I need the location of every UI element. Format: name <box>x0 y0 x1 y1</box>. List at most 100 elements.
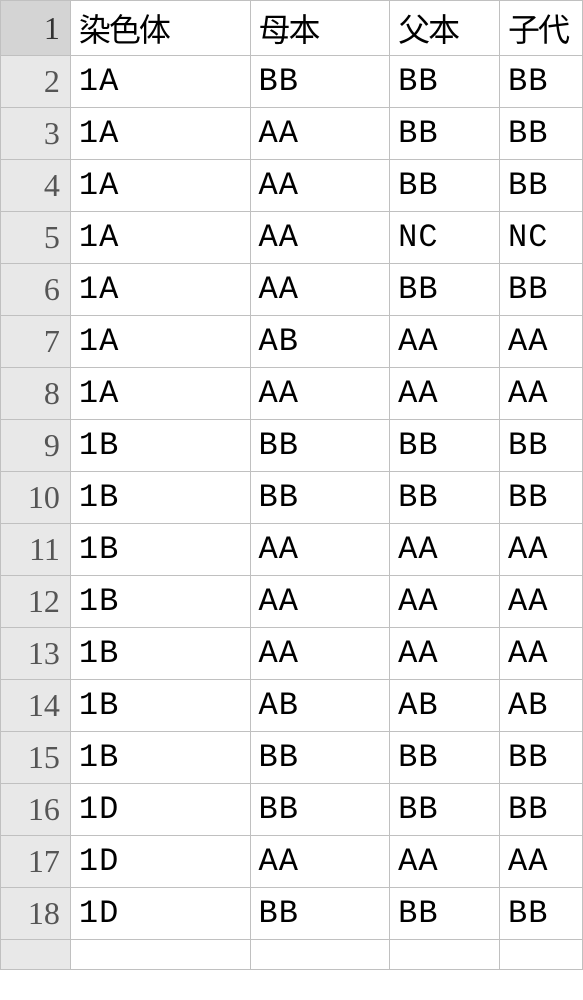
row-number-header[interactable]: 2 <box>1 56 71 108</box>
cell-chromosome[interactable]: 1A <box>70 56 250 108</box>
table-row[interactable]: 111BAAAAAA <box>1 524 583 576</box>
cell-mother[interactable]: BB <box>250 732 390 784</box>
row-number-header[interactable]: 8 <box>1 368 71 420</box>
row-number-header[interactable]: 15 <box>1 732 71 784</box>
cell-offspring[interactable]: BB <box>500 888 583 940</box>
table-row[interactable]: 51AAANCNC <box>1 212 583 264</box>
table-row[interactable]: 91BBBBBBB <box>1 420 583 472</box>
row-number-header[interactable]: 1 <box>1 1 71 56</box>
row-number-header[interactable]: 13 <box>1 628 71 680</box>
row-number-header[interactable]: 17 <box>1 836 71 888</box>
cell-offspring[interactable]: BB <box>500 160 583 212</box>
cell-chromosome[interactable]: 1B <box>70 732 250 784</box>
cell-chromosome[interactable]: 1B <box>70 472 250 524</box>
cell-father[interactable]: AA <box>390 368 500 420</box>
cell-father[interactable]: AA <box>390 524 500 576</box>
cell-father[interactable]: AA <box>390 576 500 628</box>
cell-offspring[interactable]: BB <box>500 784 583 836</box>
cell-chromosome[interactable]: 1B <box>70 628 250 680</box>
cell-mother[interactable]: AA <box>250 368 390 420</box>
cell-partial[interactable] <box>500 940 583 970</box>
row-number-header[interactable] <box>1 940 71 970</box>
row-number-header[interactable]: 18 <box>1 888 71 940</box>
cell-mother[interactable]: AA <box>250 576 390 628</box>
cell-offspring[interactable]: AA <box>500 628 583 680</box>
table-row[interactable]: 21ABBBBBB <box>1 56 583 108</box>
table-row[interactable]: 31AAABBBB <box>1 108 583 160</box>
cell-mother[interactable]: AB <box>250 680 390 732</box>
cell-father[interactable]: AA <box>390 316 500 368</box>
cell-mother[interactable]: BB <box>250 420 390 472</box>
cell-father[interactable]: BB <box>390 420 500 472</box>
row-number-header[interactable]: 9 <box>1 420 71 472</box>
cell-chromosome[interactable]: 1A <box>70 108 250 160</box>
row-number-header[interactable]: 10 <box>1 472 71 524</box>
cell-father[interactable]: AA <box>390 836 500 888</box>
cell-mother[interactable]: AA <box>250 836 390 888</box>
table-row[interactable]: 81AAAAAAA <box>1 368 583 420</box>
table-row[interactable]: 131BAAAAAA <box>1 628 583 680</box>
cell-father[interactable]: BB <box>390 56 500 108</box>
cell-mother[interactable]: AA <box>250 264 390 316</box>
cell-partial[interactable] <box>390 940 500 970</box>
cell-father[interactable]: BB <box>390 784 500 836</box>
cell-chromosome[interactable]: 1B <box>70 420 250 472</box>
spreadsheet-grid[interactable]: 1染色体母本父本子代21ABBBBBB31AAABBBB41AAABBBB51A… <box>0 0 583 970</box>
row-number-header[interactable]: 5 <box>1 212 71 264</box>
cell-chromosome[interactable]: 1B <box>70 524 250 576</box>
table-row[interactable]: 151BBBBBBB <box>1 732 583 784</box>
cell-father[interactable]: 父本 <box>390 1 500 56</box>
row-number-header[interactable]: 14 <box>1 680 71 732</box>
cell-offspring[interactable]: AB <box>500 680 583 732</box>
cell-mother[interactable]: AA <box>250 160 390 212</box>
cell-chromosome[interactable]: 染色体 <box>70 1 250 56</box>
cell-offspring[interactable]: BB <box>500 472 583 524</box>
table-row[interactable]: 171DAAAAAA <box>1 836 583 888</box>
cell-chromosome[interactable]: 1A <box>70 160 250 212</box>
cell-offspring[interactable]: AA <box>500 576 583 628</box>
table-row[interactable]: 1染色体母本父本子代 <box>1 1 583 56</box>
cell-mother[interactable]: BB <box>250 784 390 836</box>
cell-offspring[interactable]: AA <box>500 368 583 420</box>
row-number-header[interactable]: 3 <box>1 108 71 160</box>
row-number-header[interactable]: 11 <box>1 524 71 576</box>
cell-chromosome[interactable]: 1A <box>70 316 250 368</box>
cell-mother[interactable]: AA <box>250 524 390 576</box>
cell-father[interactable]: BB <box>390 472 500 524</box>
cell-chromosome[interactable]: 1A <box>70 264 250 316</box>
cell-mother[interactable]: AA <box>250 108 390 160</box>
cell-partial[interactable] <box>250 940 390 970</box>
cell-father[interactable]: NC <box>390 212 500 264</box>
cell-father[interactable]: AB <box>390 680 500 732</box>
table-row[interactable]: 121BAAAAAA <box>1 576 583 628</box>
cell-chromosome[interactable]: 1D <box>70 836 250 888</box>
cell-mother[interactable]: BB <box>250 888 390 940</box>
cell-offspring[interactable]: BB <box>500 732 583 784</box>
cell-father[interactable]: AA <box>390 628 500 680</box>
cell-father[interactable]: BB <box>390 264 500 316</box>
cell-chromosome[interactable]: 1D <box>70 888 250 940</box>
cell-chromosome[interactable]: 1B <box>70 576 250 628</box>
table-row[interactable]: 61AAABBBB <box>1 264 583 316</box>
cell-father[interactable]: BB <box>390 160 500 212</box>
cell-offspring[interactable]: AA <box>500 316 583 368</box>
cell-offspring[interactable]: NC <box>500 212 583 264</box>
cell-offspring[interactable]: AA <box>500 836 583 888</box>
cell-chromosome[interactable]: 1A <box>70 212 250 264</box>
cell-mother[interactable]: AB <box>250 316 390 368</box>
table-row[interactable]: 161DBBBBBB <box>1 784 583 836</box>
cell-chromosome[interactable]: 1B <box>70 680 250 732</box>
cell-chromosome[interactable]: 1D <box>70 784 250 836</box>
row-number-header[interactable]: 16 <box>1 784 71 836</box>
cell-father[interactable]: BB <box>390 888 500 940</box>
cell-offspring[interactable]: BB <box>500 420 583 472</box>
cell-mother[interactable]: AA <box>250 212 390 264</box>
row-number-header[interactable]: 7 <box>1 316 71 368</box>
row-number-header[interactable]: 12 <box>1 576 71 628</box>
cell-chromosome[interactable]: 1A <box>70 368 250 420</box>
cell-father[interactable]: BB <box>390 732 500 784</box>
table-row[interactable]: 71AABAAAA <box>1 316 583 368</box>
row-number-header[interactable]: 4 <box>1 160 71 212</box>
cell-mother[interactable]: BB <box>250 56 390 108</box>
cell-partial[interactable] <box>70 940 250 970</box>
